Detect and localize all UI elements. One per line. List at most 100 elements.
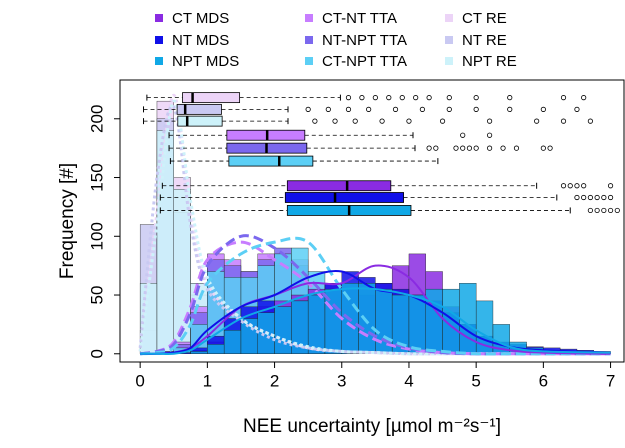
legend-swatch	[305, 14, 313, 22]
x-tick-label: 2	[270, 371, 279, 390]
outlier	[379, 118, 385, 124]
x-tick-label: 1	[203, 371, 212, 390]
outlier	[513, 145, 520, 151]
outlier	[507, 95, 513, 101]
y-tick-label: 200	[87, 105, 106, 133]
legend-swatch	[305, 57, 313, 65]
outlier	[581, 95, 587, 101]
plot-frame	[119, 79, 625, 363]
outlier	[460, 132, 466, 138]
legend-swatch	[155, 36, 163, 44]
outlier	[446, 95, 452, 101]
legend-swatch	[445, 57, 453, 65]
outlier	[386, 95, 392, 101]
outlier	[312, 118, 318, 124]
outlier	[574, 183, 580, 189]
outlier	[466, 145, 473, 151]
outlier	[473, 106, 479, 112]
histogram-bar	[156, 130, 174, 354]
outlier	[345, 95, 352, 101]
legend-label: NT RE	[462, 32, 507, 49]
outlier	[419, 106, 425, 112]
legend-label: NPT RE	[462, 53, 517, 70]
plot	[138, 92, 620, 356]
outlier	[325, 106, 331, 112]
x-tick-label: 7	[606, 371, 615, 390]
outlier	[607, 194, 614, 201]
outlier	[453, 145, 459, 151]
outlier	[406, 118, 412, 124]
outlier	[534, 118, 540, 124]
legend-label: CT-NPT TTA	[322, 53, 407, 70]
outlier	[439, 118, 446, 124]
outlier	[587, 194, 594, 201]
outlier	[587, 207, 594, 214]
histogram-bar	[207, 344, 225, 354]
box	[228, 155, 314, 167]
box	[226, 129, 306, 141]
x-tick-label: 4	[404, 371, 413, 390]
y-tick-label: 100	[87, 222, 106, 250]
legend-label: CT-NT TTA	[322, 10, 397, 27]
histogram-bar	[459, 283, 477, 354]
outlier	[473, 95, 479, 101]
legend-label: NT-NPT TTA	[322, 32, 407, 49]
histogram-bar	[190, 351, 208, 354]
box	[286, 180, 392, 192]
outlier	[614, 207, 620, 214]
outlier	[540, 106, 546, 112]
outlier	[486, 118, 493, 124]
outlier	[581, 183, 587, 189]
x-tick-label: 0	[135, 371, 144, 390]
outlier	[560, 95, 567, 101]
outlier	[594, 207, 600, 214]
density-curve	[140, 270, 611, 355]
outlier	[574, 106, 580, 112]
legend-label: CT MDS	[172, 10, 229, 27]
y-tick-label: 150	[87, 163, 106, 191]
outlier	[446, 106, 452, 112]
legend-label: CT RE	[462, 10, 507, 27]
outlier	[486, 145, 493, 151]
outlier	[473, 145, 479, 151]
outlier	[433, 145, 439, 151]
outlier	[345, 106, 352, 112]
outlier	[460, 145, 466, 151]
legend-swatch	[445, 14, 453, 22]
outlier	[560, 183, 567, 189]
outlier	[413, 95, 419, 101]
outlier	[594, 194, 600, 201]
outlier	[581, 194, 587, 201]
outlier	[305, 106, 311, 112]
outlier	[507, 106, 513, 112]
histogram-bar	[223, 330, 242, 354]
density-curve	[140, 236, 611, 356]
box	[182, 92, 241, 104]
density-curve	[140, 287, 611, 356]
outlier	[486, 132, 493, 138]
legend-swatch	[155, 14, 163, 22]
outlier	[560, 118, 567, 124]
legend-label: NPT MDS	[172, 53, 239, 70]
outlier	[366, 106, 372, 112]
density-curve	[138, 93, 611, 356]
box	[284, 192, 404, 203]
outlier	[426, 145, 432, 151]
x-tick-label: 6	[539, 371, 548, 390]
legend-swatch	[445, 36, 453, 44]
x-tick-label: 3	[337, 371, 346, 390]
outlier	[332, 118, 338, 124]
histogram-bar	[358, 283, 376, 354]
outlier	[426, 95, 432, 101]
y-tick-label: 50	[87, 286, 106, 305]
outlier	[500, 145, 506, 151]
x-axis-label: NEE uncertainty [µmol m⁻²s⁻¹]	[243, 416, 501, 437]
legend-swatch	[155, 57, 163, 65]
legend-label: NT MDS	[172, 32, 229, 49]
outlier	[601, 194, 607, 201]
outlier	[540, 145, 546, 151]
y-tick-label: 0	[87, 349, 106, 358]
density-curve	[139, 234, 611, 356]
legend-swatch	[305, 36, 313, 44]
